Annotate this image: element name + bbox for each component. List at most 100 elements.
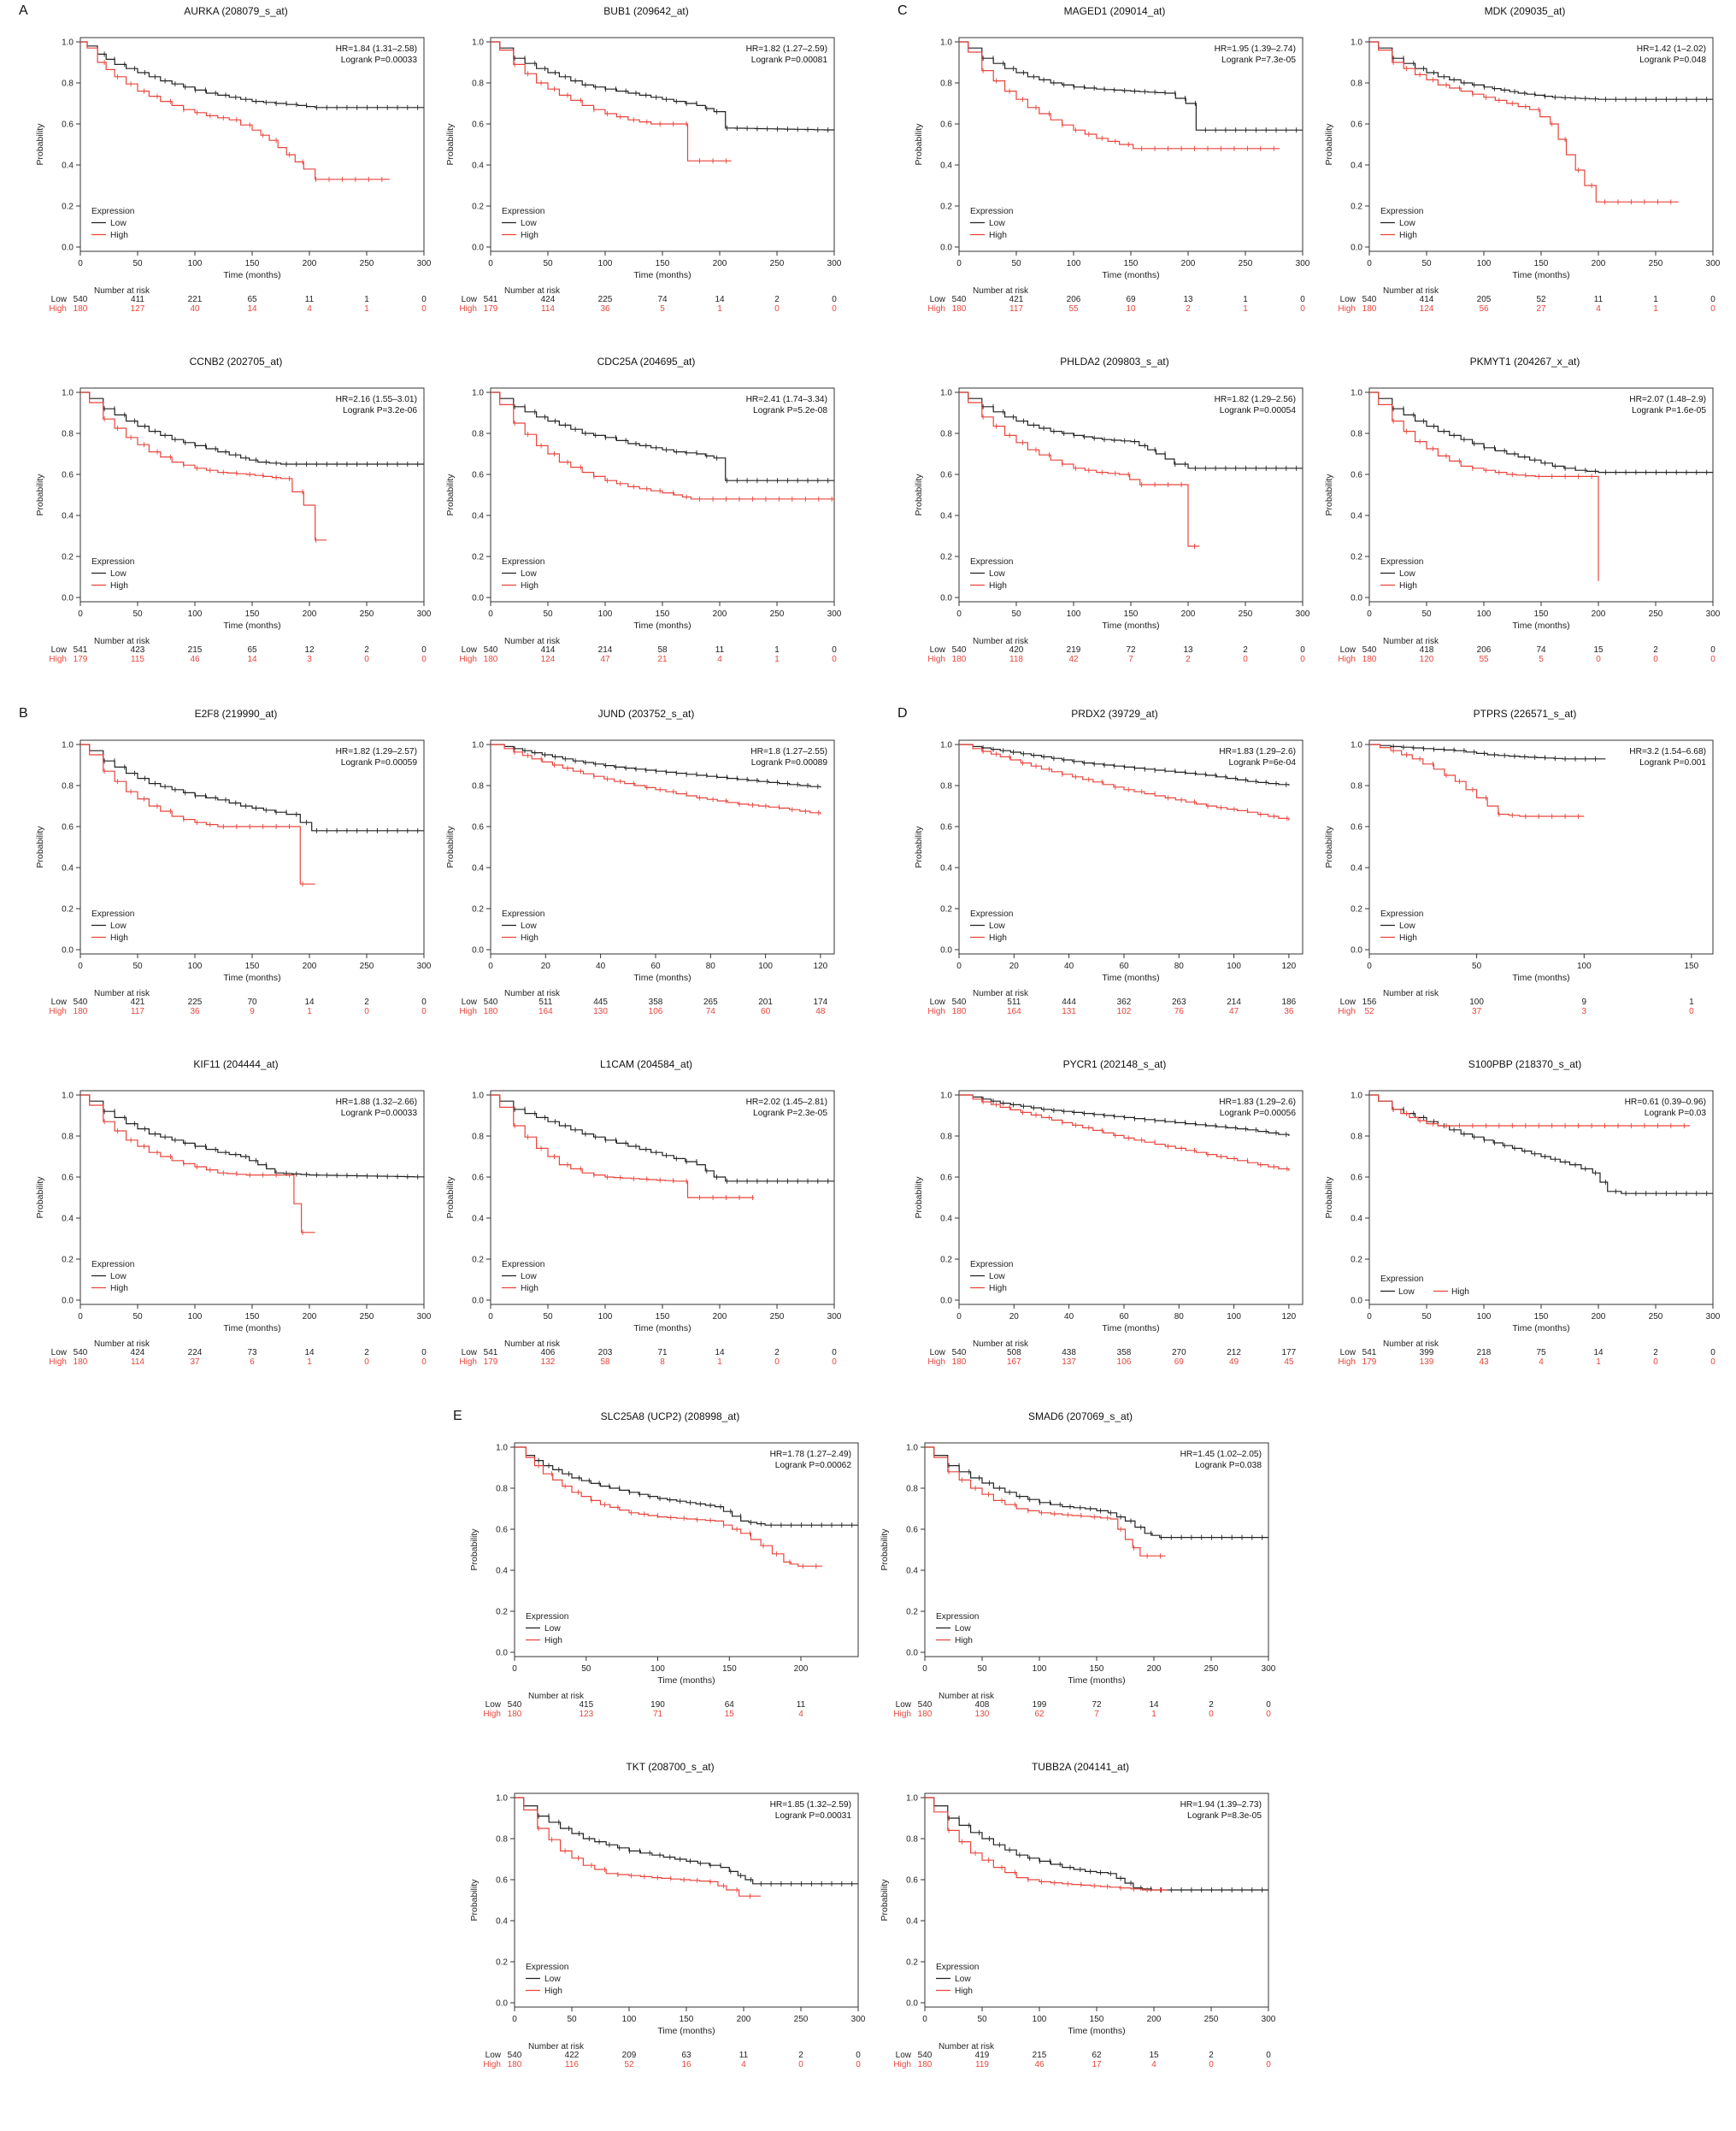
x-tick-label: 300 (1296, 259, 1310, 268)
plot-title: BUB1 (209642_at) (603, 5, 689, 17)
y-tick-label: 0.0 (940, 594, 952, 603)
hr-annotation: HR=1.45 (1.02–2.05) (1180, 1450, 1262, 1459)
x-tick-label: 50 (543, 609, 553, 619)
x-tick-label: 200 (794, 1664, 809, 1674)
legend-high-label: High (544, 1987, 562, 1996)
hr-annotation: HR=2.41 (1.74–3.34) (746, 395, 827, 404)
risk-count-high: 127 (130, 304, 145, 314)
risk-count-low: 0 (1266, 2051, 1271, 2060)
logrank-annotation: Logrank P=6e-04 (1229, 758, 1297, 768)
risk-count-high: 21 (657, 655, 668, 664)
x-tick-label: 50 (132, 962, 143, 971)
y-axis-title: Probability (880, 1528, 890, 1571)
risk-table: Number at risk Low 540 418 206 74 15 2 0 High 180 1… (1320, 637, 1730, 676)
y-tick-label: 0.8 (62, 1133, 74, 1142)
risk-count-high: 130 (593, 1007, 608, 1016)
risk-count-high: 48 (815, 1007, 826, 1016)
y-tick-label: 0.6 (496, 1876, 508, 1886)
km-plot-slc25a8: SLC25A8 (UCP2) (208998_at) 0.0 0.2 0.4 0.6 0.… (465, 1409, 875, 1759)
risk-row-label-low: Low (50, 998, 67, 1007)
km-chart-pycr1: 0.0 0.2 0.4 0.6 0.8 1.0 0 20 40 60 80 100 120 Probabi… (914, 1090, 1303, 1333)
x-tick-label: 100 (1477, 609, 1492, 619)
high-curve (80, 41, 390, 180)
x-tick-label: 300 (1706, 259, 1721, 268)
km-chart-tubb2a: 0.0 0.2 0.4 0.6 0.8 1.0 0 50 100 150 200 250 300 Prob… (880, 1793, 1276, 2036)
x-tick-label: 250 (1239, 609, 1253, 619)
risk-count-high: 4 (741, 2060, 746, 2069)
risk-count-low: 0 (421, 295, 427, 304)
logrank-annotation: Logrank P=7.3e-05 (1221, 56, 1296, 65)
x-tick-label: 250 (360, 259, 374, 268)
risk-row-label-high: High (49, 1357, 67, 1367)
y-axis-title: Probability (445, 123, 456, 166)
km-chart-tkt: 0.0 0.2 0.4 0.6 0.8 1.0 0 50 100 150 200 250 300 Prob… (469, 1793, 866, 2036)
low-censor-ticks (948, 1463, 1263, 1540)
legend-high-label: High (989, 1284, 1007, 1293)
y-axis: 0.0 0.2 0.4 0.6 0.8 1.0 (1351, 38, 1369, 253)
risk-count-low: 65 (247, 295, 257, 304)
low-censor-ticks (1392, 1106, 1708, 1197)
risk-count-low: 186 (1281, 998, 1297, 1007)
risk-count-high: 167 (1006, 1357, 1021, 1367)
plot-title: TUBB2A (204141_at) (1031, 1761, 1130, 1773)
km-chart-pkmyt1: 0.0 0.2 0.4 0.6 0.8 1.0 0 50 100 150 200 250 300 Prob… (1324, 387, 1721, 631)
risk-count-high: 40 (190, 304, 200, 314)
risk-row-label-high: High (927, 304, 945, 314)
x-axis-title: Time (months) (1068, 2026, 1125, 2036)
risk-count-low: 0 (832, 645, 837, 655)
panel-b-plots: E2F8 (219990_at) 0.0 0.2 0.4 0.6 0.8 1.0 0 50 100… (31, 706, 851, 1407)
plot-frame (514, 1442, 859, 1657)
plot-title: MDK (209035_at) (1484, 5, 1566, 17)
risk-count-low: 0 (1300, 645, 1305, 655)
x-tick-label: 300 (1706, 1312, 1721, 1322)
low-curve (959, 1094, 1290, 1136)
hr-annotation: HR=1.95 (1.39–2.74) (1215, 44, 1296, 54)
x-tick-label: 100 (1067, 259, 1081, 268)
high-censor-ticks (948, 1469, 1161, 1559)
y-axis-title: Probability (445, 1176, 456, 1219)
risk-count-high: 36 (600, 304, 610, 314)
high-curve (959, 1094, 1290, 1171)
low-censor-ticks (538, 1813, 853, 1887)
x-tick-label: 300 (417, 962, 432, 971)
x-axis-title: Time (months) (633, 270, 691, 280)
risk-count-high: 139 (1419, 1357, 1434, 1367)
y-tick-label: 0.8 (1351, 782, 1362, 792)
risk-count-high: 0 (1209, 1710, 1214, 1719)
risk-row-label-high: High (483, 1710, 501, 1719)
risk-count-high: 0 (421, 1007, 427, 1016)
risk-count-high: 45 (1284, 1357, 1294, 1367)
risk-header: Number at risk (939, 1692, 995, 1701)
plot-frame (924, 1793, 1269, 2008)
risk-count-high: 1 (364, 304, 369, 314)
low-censor-ticks (514, 1106, 829, 1184)
plot-frame (79, 739, 425, 955)
y-tick-label: 0.6 (62, 121, 74, 130)
y-tick-label: 0.6 (1351, 121, 1362, 130)
high-curve (925, 1797, 1168, 1891)
plot-title: S100PBP (218370_s_at) (1468, 1058, 1582, 1070)
risk-table: Number at risk Low 540 414 205 52 11 1 0 High 180 1… (1320, 286, 1730, 326)
legend-title: Expression (1380, 207, 1423, 216)
y-tick-label: 0.0 (940, 1297, 952, 1306)
risk-count-low: 2 (774, 295, 780, 304)
legend: Expression Low High (970, 910, 1013, 943)
risk-header: Number at risk (1383, 286, 1439, 296)
x-tick-label: 150 (722, 1664, 737, 1674)
plot-frame (79, 1090, 425, 1305)
x-axis-title: Time (months) (223, 973, 280, 983)
x-tick-label: 150 (245, 962, 260, 971)
risk-row-label-low: Low (461, 998, 477, 1007)
y-tick-label: 0.6 (62, 823, 74, 833)
risk-row-label-low: Low (1339, 295, 1356, 304)
x-tick-label: 200 (303, 1312, 317, 1322)
risk-table: Number at risk Low 540 420 219 72 13 2 0 High 180 1… (909, 637, 1320, 676)
plot-title: E2F8 (219990_at) (194, 708, 278, 720)
risk-count-low: 422 (564, 2051, 580, 2060)
risk-count-low: 156 (1362, 998, 1377, 1007)
km-plot-s100pbp: S100PBP (218370_s_at) 0.0 0.2 0.4 0.6 0.8 1.0 0… (1320, 1057, 1730, 1407)
legend-high-label: High (521, 231, 538, 240)
x-tick-label: 100 (1227, 1312, 1241, 1322)
y-axis: 0.0 0.2 0.4 0.6 0.8 1.0 (62, 389, 80, 603)
x-tick-label: 50 (1011, 609, 1021, 619)
